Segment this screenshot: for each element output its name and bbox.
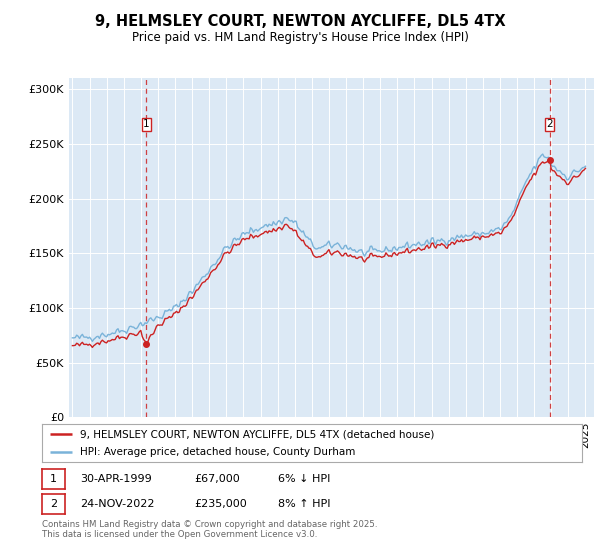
Text: HPI: Average price, detached house, County Durham: HPI: Average price, detached house, Coun…: [80, 447, 355, 458]
Text: 2: 2: [50, 499, 57, 509]
Text: 1: 1: [50, 474, 57, 484]
Text: £67,000: £67,000: [194, 474, 239, 484]
Text: 24-NOV-2022: 24-NOV-2022: [80, 499, 154, 509]
Text: 9, HELMSLEY COURT, NEWTON AYCLIFFE, DL5 4TX: 9, HELMSLEY COURT, NEWTON AYCLIFFE, DL5 …: [95, 14, 505, 29]
Text: 8% ↑ HPI: 8% ↑ HPI: [278, 499, 331, 509]
Text: 6% ↓ HPI: 6% ↓ HPI: [278, 474, 330, 484]
Text: Price paid vs. HM Land Registry's House Price Index (HPI): Price paid vs. HM Land Registry's House …: [131, 31, 469, 44]
Text: 9, HELMSLEY COURT, NEWTON AYCLIFFE, DL5 4TX (detached house): 9, HELMSLEY COURT, NEWTON AYCLIFFE, DL5 …: [80, 429, 434, 439]
Text: 30-APR-1999: 30-APR-1999: [80, 474, 152, 484]
Text: 1: 1: [143, 119, 150, 129]
Text: Contains HM Land Registry data © Crown copyright and database right 2025.
This d: Contains HM Land Registry data © Crown c…: [42, 520, 377, 539]
Text: £235,000: £235,000: [194, 499, 247, 509]
Text: 2: 2: [546, 119, 553, 129]
